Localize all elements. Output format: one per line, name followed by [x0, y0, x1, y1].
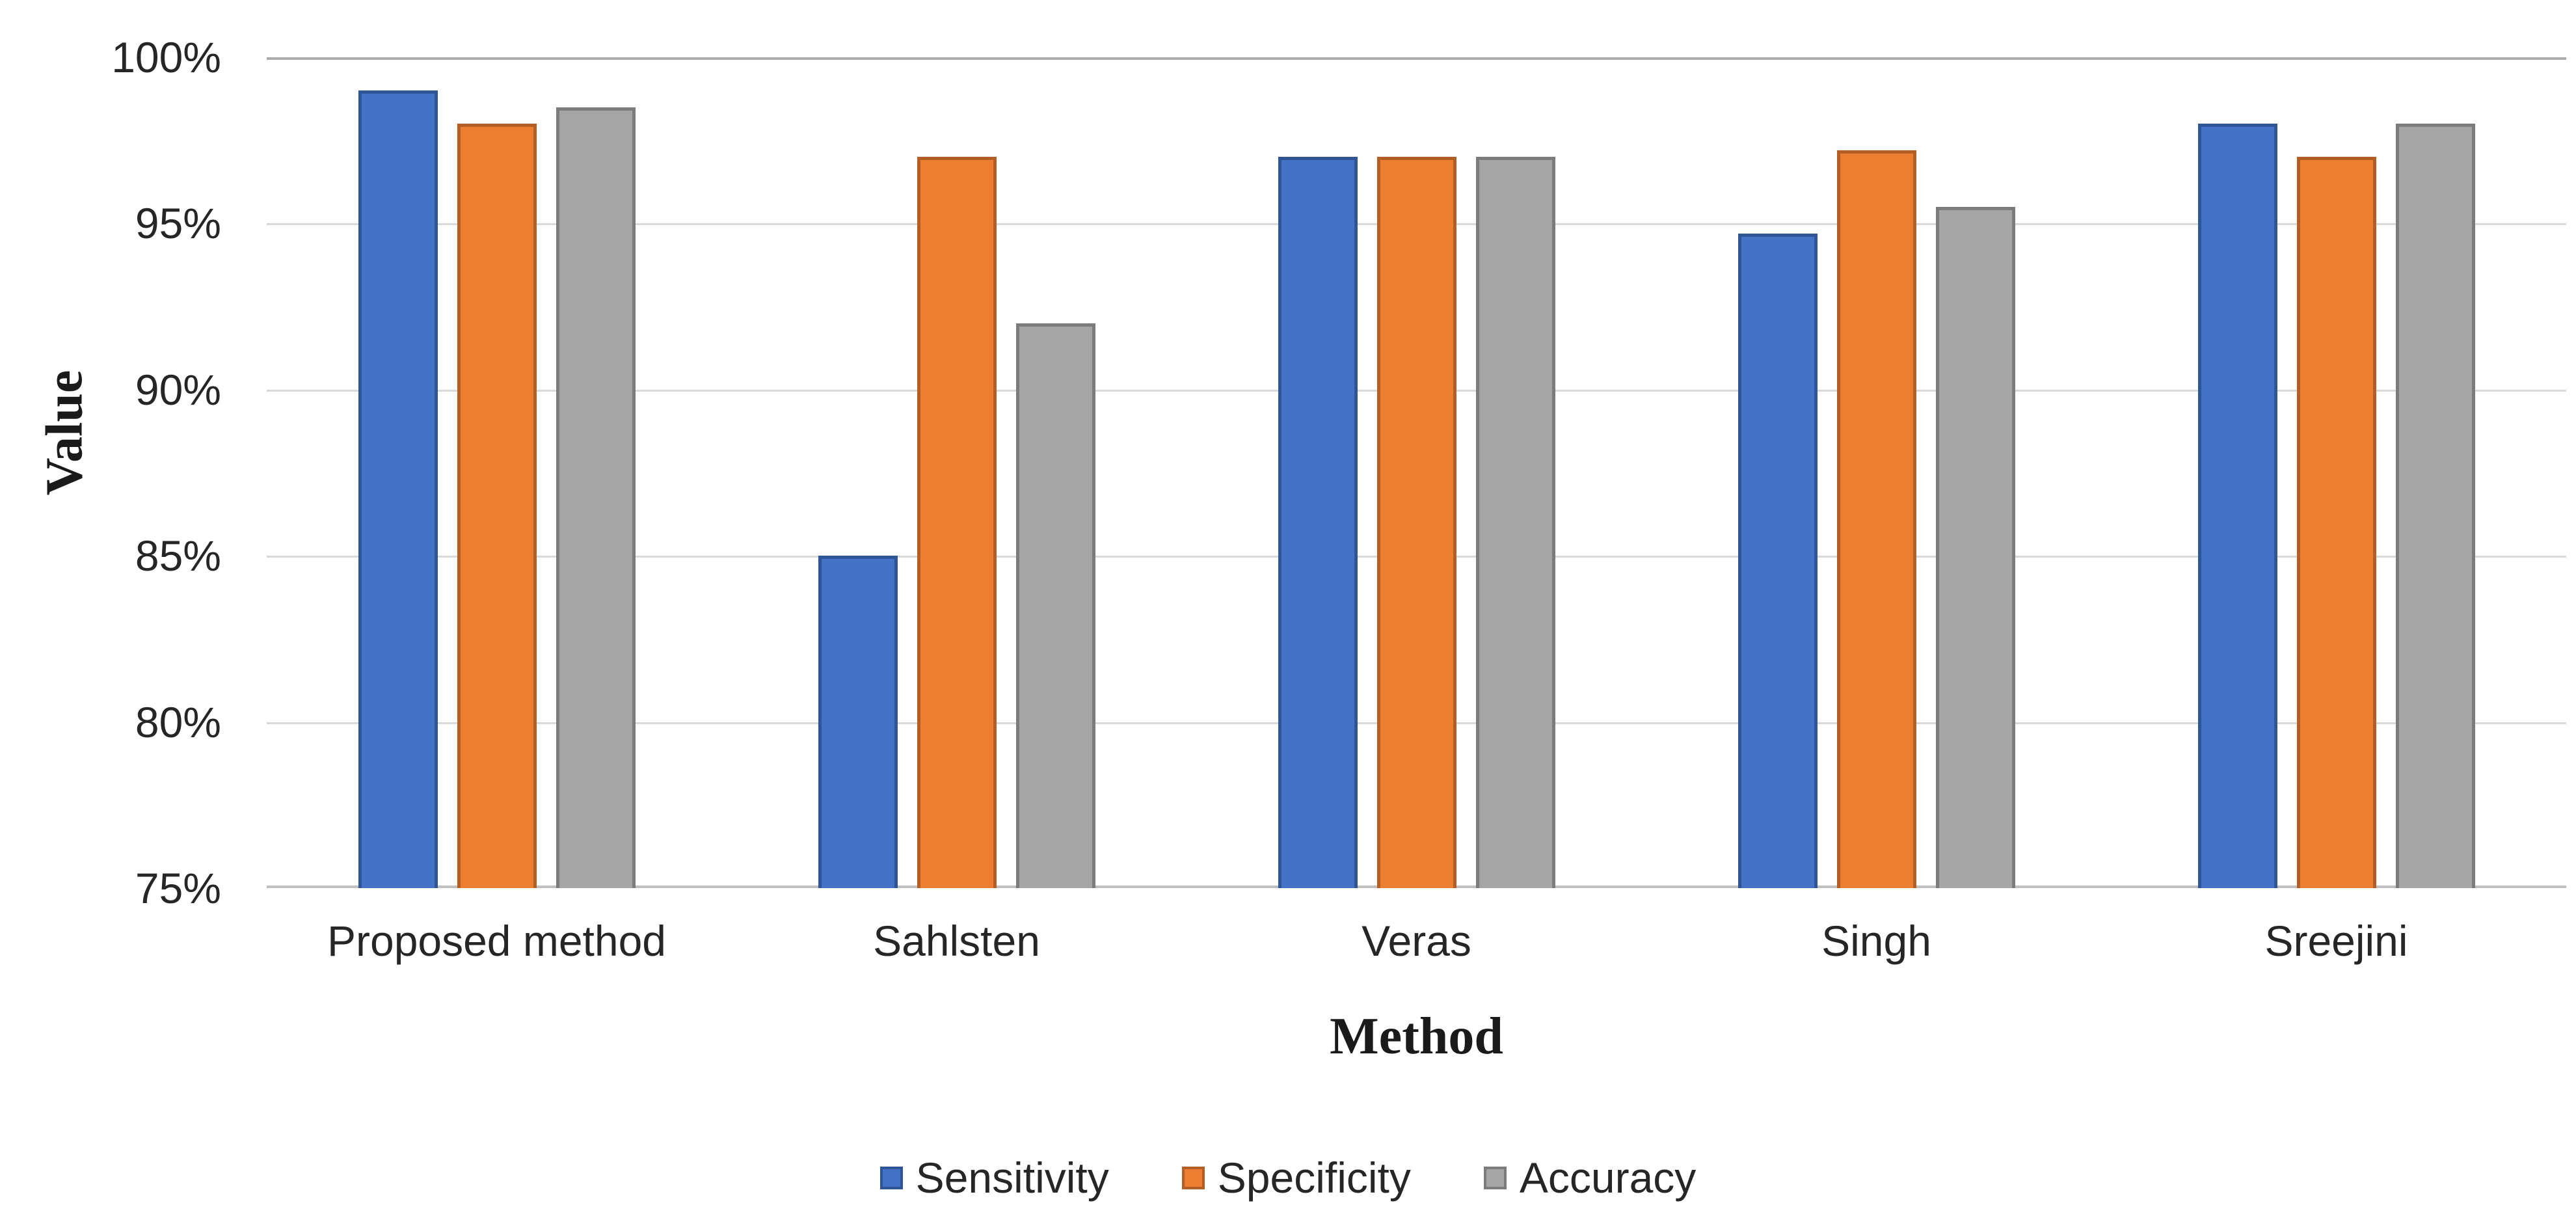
y-tick-label-90: 90% [135, 366, 221, 414]
x-axis-category-labels: Proposed method Sahlsten Veras Singh Sreejin… [267, 916, 2566, 966]
bar-accuracy-singh [1935, 207, 2015, 888]
bar-group-sreejini [2106, 57, 2566, 888]
bar-specificity-singh [1836, 150, 1916, 888]
bar-group-sahlsten [727, 57, 1187, 888]
bar-specificity-sreejini [2296, 157, 2376, 888]
y-tick-label-75: 75% [135, 864, 221, 912]
bar-sensitivity-veras [1278, 157, 1358, 888]
y-tick-label-100: 100% [111, 33, 221, 81]
legend-label-specificity: Specificity [1217, 1154, 1411, 1202]
plot-area [267, 57, 2566, 888]
legend-label-sensitivity: Sensitivity [915, 1154, 1109, 1202]
bar-sensitivity-sahlsten [818, 556, 898, 888]
bar-sensitivity-singh [1737, 234, 1818, 888]
bar-accuracy-veras [1475, 157, 1555, 888]
bar-accuracy-sahlsten [1015, 323, 1095, 888]
bar-specificity-veras [1376, 157, 1456, 888]
bar-sensitivity-sreejini [2197, 124, 2277, 888]
gridline-100 [267, 57, 2566, 60]
category-label-singh: Singh [1821, 917, 1931, 965]
bar-specificity-sahlsten [917, 157, 997, 888]
legend-swatch-accuracy [1483, 1166, 1507, 1189]
bar-specificity-proposed-method [457, 124, 537, 888]
legend-item-sensitivity: Sensitivity [879, 1153, 1109, 1202]
category-label-sahlsten: Sahlsten [873, 917, 1040, 965]
legend-swatch-specificity [1181, 1166, 1205, 1189]
bar-sensitivity-proposed-method [358, 90, 438, 888]
bar-accuracy-sreejini [2395, 124, 2475, 888]
bar-accuracy-proposed-method [556, 107, 636, 888]
category-label-sreejini: Sreejini [2264, 917, 2408, 965]
category-label-proposed-method: Proposed method [327, 917, 666, 965]
y-tick-label-85: 85% [135, 532, 221, 580]
legend-label-accuracy: Accuracy [1519, 1154, 1697, 1202]
legend-item-accuracy: Accuracy [1483, 1153, 1697, 1202]
legend: Sensitivity Specificity Accuracy [0, 1153, 2576, 1202]
bar-group-veras [1187, 57, 1646, 888]
legend-item-specificity: Specificity [1181, 1153, 1411, 1202]
y-tick-label-95: 95% [135, 199, 221, 247]
x-axis-title: Method [1330, 1008, 1503, 1065]
y-tick-label-80: 80% [135, 698, 221, 746]
legend-swatch-sensitivity [879, 1166, 903, 1189]
bar-group-singh [1646, 57, 2106, 888]
bar-group-proposed-method [267, 57, 727, 888]
bar-groups [267, 57, 2566, 888]
category-label-veras: Veras [1362, 917, 1471, 965]
